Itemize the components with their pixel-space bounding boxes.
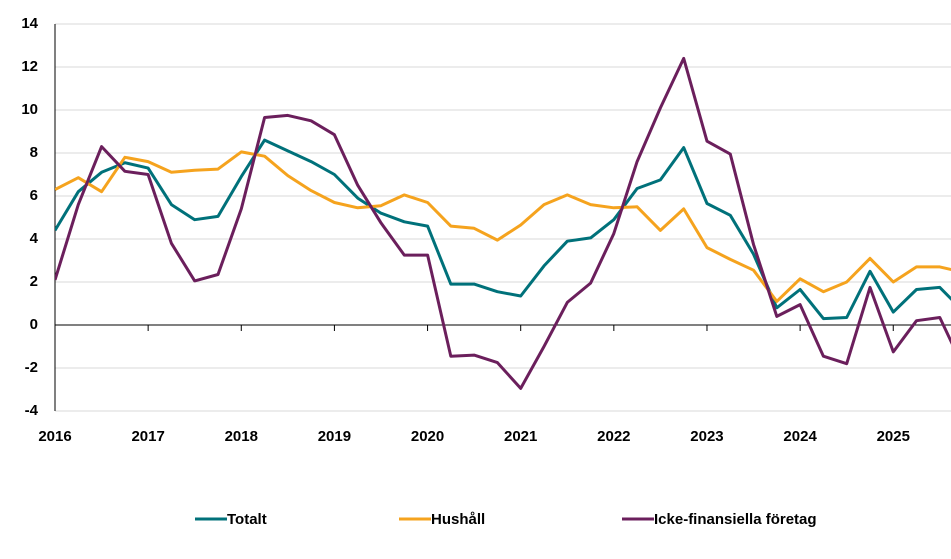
series-line [55, 56, 951, 390]
y-tick-label: -2 [25, 359, 38, 376]
legend-label: Totalt [227, 511, 267, 528]
series-line [55, 150, 951, 303]
x-tick-label: 2024 [783, 428, 817, 445]
y-tick-label: 0 [30, 316, 38, 333]
x-tick-label: 2016 [38, 428, 71, 445]
legend-label: Icke-finansiella företag [654, 511, 817, 528]
y-tick-label: 2 [30, 273, 38, 290]
x-tick-label: 2020 [411, 428, 444, 445]
grid [54, 23, 951, 412]
series-line [55, 138, 951, 321]
y-tick-label: 6 [30, 187, 38, 204]
y-tick-label: 8 [30, 144, 38, 161]
x-tick-label: 2018 [225, 428, 258, 445]
x-tick-label: 2019 [318, 428, 351, 445]
x-tick-label: 2025 [877, 428, 910, 445]
x-tick-label: 2023 [690, 428, 723, 445]
y-tick-label: 4 [30, 230, 39, 247]
y-tick-label: -4 [25, 402, 39, 419]
legend-label: Hushåll [431, 511, 485, 528]
labels: -4 -2 0 2 4 6 8 10 12 14 2016 2017 2018 2019 2020 2021 2… [21, 15, 910, 528]
x-tick-label: 2022 [597, 428, 630, 445]
y-tick-label: 10 [21, 101, 38, 118]
lines [55, 56, 951, 390]
x-tick-label: 2017 [131, 428, 164, 445]
x-tick-label: 2021 [504, 428, 537, 445]
y-tick-label: 14 [21, 15, 38, 32]
y-tick-label: 12 [21, 58, 38, 75]
